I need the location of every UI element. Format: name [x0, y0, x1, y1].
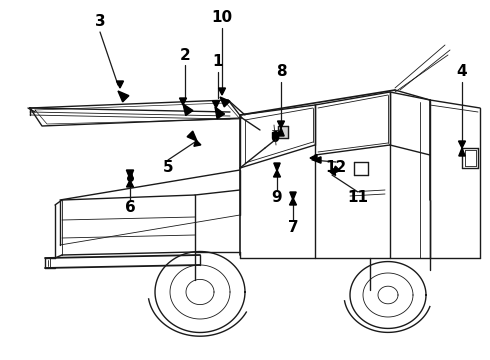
Polygon shape	[213, 101, 220, 108]
Text: 10: 10	[212, 10, 233, 26]
Polygon shape	[273, 170, 280, 177]
Polygon shape	[290, 198, 296, 205]
Polygon shape	[310, 154, 317, 162]
Polygon shape	[278, 126, 288, 138]
Polygon shape	[183, 104, 193, 116]
Text: 7: 7	[288, 220, 298, 235]
Polygon shape	[117, 81, 123, 88]
Polygon shape	[194, 140, 201, 146]
Polygon shape	[126, 180, 133, 187]
Polygon shape	[290, 192, 296, 200]
Polygon shape	[313, 157, 321, 163]
Polygon shape	[219, 88, 225, 95]
Polygon shape	[215, 107, 224, 119]
Polygon shape	[459, 141, 466, 148]
Text: 3: 3	[95, 14, 105, 30]
Polygon shape	[126, 170, 134, 179]
Text: 4: 4	[457, 64, 467, 80]
Polygon shape	[277, 121, 285, 128]
Polygon shape	[274, 163, 280, 171]
Text: 12: 12	[325, 161, 346, 175]
Text: 6: 6	[124, 201, 135, 216]
Polygon shape	[118, 91, 129, 102]
Polygon shape	[459, 148, 465, 156]
Polygon shape	[220, 97, 230, 107]
Text: 1: 1	[213, 54, 223, 69]
Text: 9: 9	[271, 190, 282, 206]
Polygon shape	[330, 168, 336, 175]
Text: 11: 11	[347, 190, 368, 206]
Polygon shape	[278, 128, 284, 136]
Text: 2: 2	[180, 48, 191, 63]
Text: 8: 8	[276, 64, 286, 80]
Text: 5: 5	[163, 161, 173, 175]
Polygon shape	[187, 131, 197, 141]
Polygon shape	[179, 98, 187, 105]
Polygon shape	[332, 166, 340, 174]
